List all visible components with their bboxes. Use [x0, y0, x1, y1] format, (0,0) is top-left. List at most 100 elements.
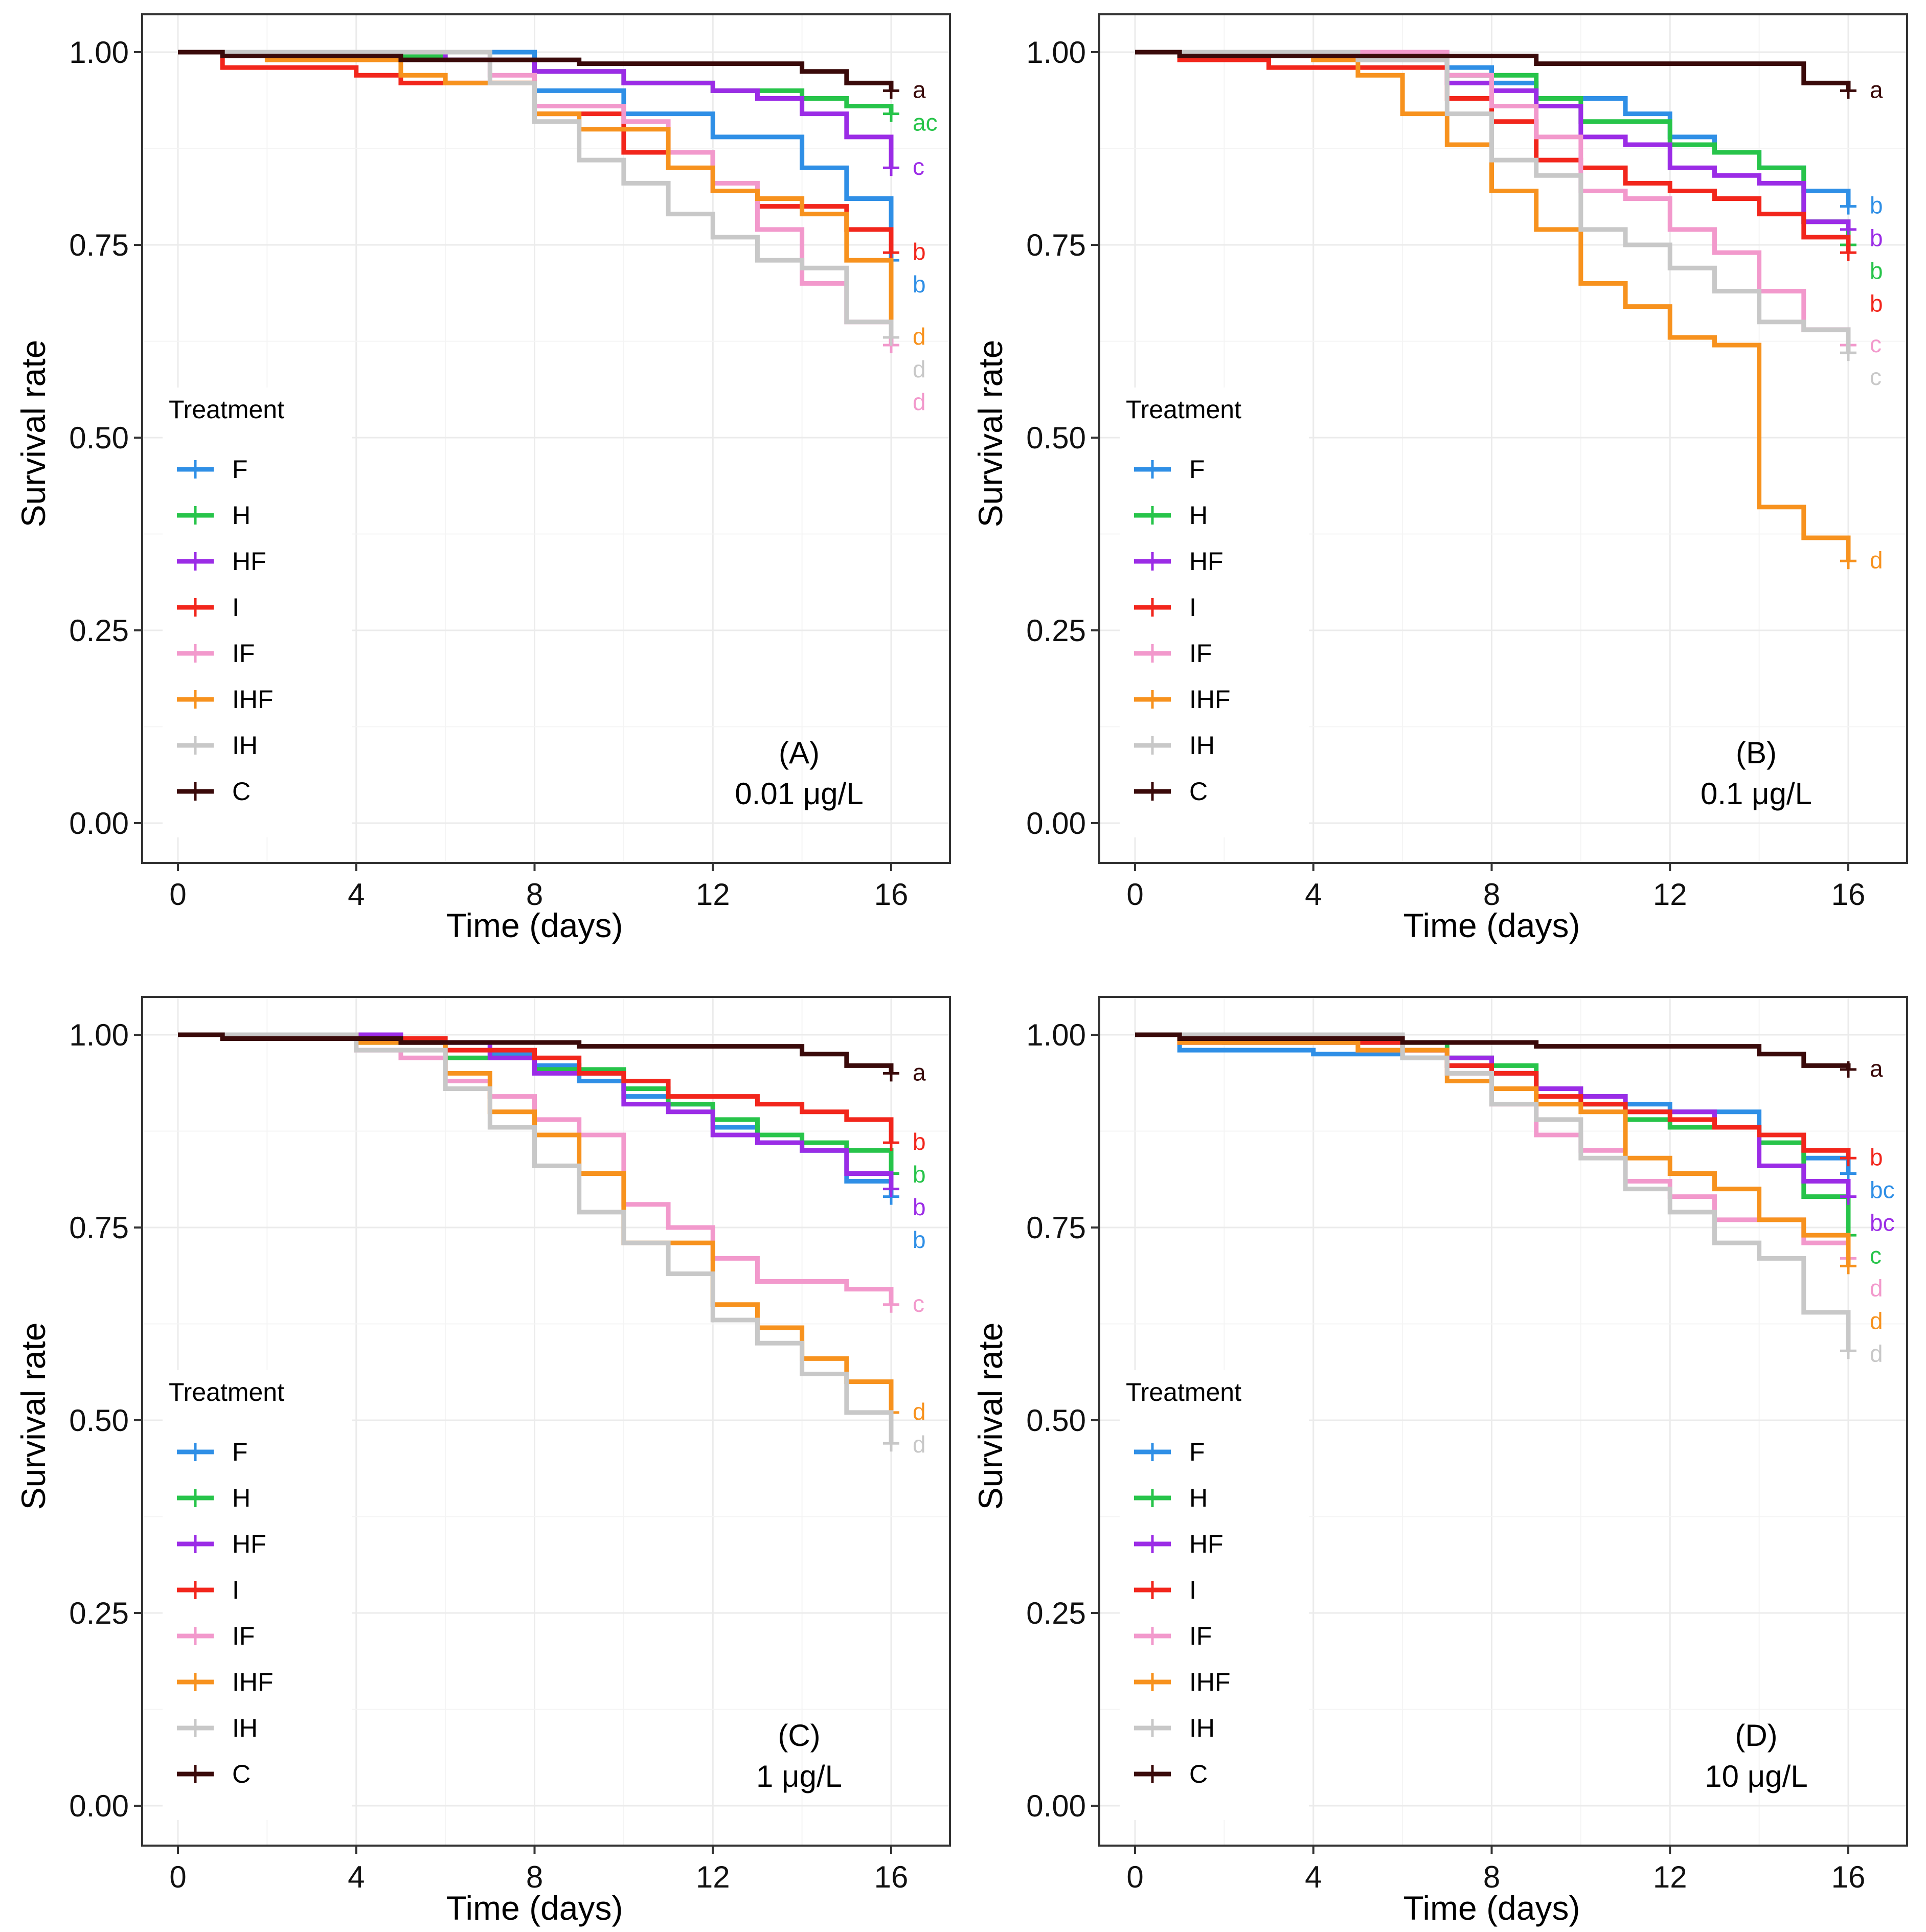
- survival-curve-ih: [1135, 50, 1851, 353]
- survival-curve-ih: [178, 1032, 894, 1444]
- significance-label: a: [913, 76, 926, 103]
- legend-label: F: [1189, 1438, 1205, 1466]
- censor-mark-c: [1840, 1061, 1856, 1078]
- legend-label: HF: [1189, 547, 1223, 576]
- x-tick-label: 4: [1305, 877, 1322, 912]
- legend-label: C: [1189, 777, 1208, 806]
- legend-background: [163, 388, 352, 837]
- significance-label: bc: [1870, 1209, 1895, 1236]
- censor-mark-ih: [1840, 1343, 1856, 1359]
- x-tick-label: 16: [874, 1860, 909, 1894]
- legend-label: HF: [232, 547, 266, 576]
- censor-mark-ih: [883, 329, 899, 346]
- significance-label: c: [1870, 1242, 1882, 1268]
- censor-mark-ihf: [1840, 1258, 1856, 1275]
- legend-label: F: [1189, 455, 1205, 484]
- legend-title: Treatment: [1126, 395, 1241, 424]
- y-tick-label: 0.25: [1026, 613, 1086, 648]
- legend-title: Treatment: [1126, 1378, 1241, 1406]
- y-tick-label: 0.25: [69, 1596, 129, 1630]
- y-tick-label: 0.50: [69, 421, 129, 455]
- significance-label: b: [913, 1128, 926, 1155]
- significance-label: bc: [1870, 1176, 1895, 1203]
- censor-mark-c: [883, 82, 899, 99]
- y-tick-label: 0.75: [69, 228, 129, 262]
- significance-label: b: [1870, 258, 1883, 284]
- concentration-label: 1 μg/L: [756, 1759, 842, 1793]
- x-tick-label: 12: [1653, 877, 1687, 912]
- significance-label: b: [1870, 290, 1883, 317]
- x-tick-label: 0: [169, 1860, 186, 1894]
- x-tick-label: 16: [874, 877, 909, 912]
- significance-label: c: [913, 153, 924, 180]
- censor-mark-hf: [883, 160, 899, 176]
- legend-label: IHF: [1189, 1668, 1231, 1696]
- x-tick-label: 0: [169, 877, 186, 912]
- y-tick-label: 0.00: [1026, 806, 1086, 840]
- y-tick-label: 0.50: [1026, 421, 1086, 455]
- legend-label: IH: [1189, 1714, 1215, 1742]
- y-axis-title: Survival rate: [14, 1323, 52, 1510]
- significance-label: d: [1870, 547, 1883, 573]
- x-tick-label: 12: [1653, 1860, 1687, 1894]
- survival-curve-c: [1135, 1032, 1851, 1070]
- x-tick-label: 16: [1831, 877, 1866, 912]
- x-tick-label: 12: [696, 877, 730, 912]
- censor-mark-ih: [1840, 345, 1856, 361]
- x-tick-label: 4: [1305, 1860, 1322, 1894]
- y-axis-title: Survival rate: [14, 340, 52, 528]
- significance-label: ac: [913, 109, 938, 135]
- legend-background: [1120, 1370, 1309, 1820]
- y-tick-label: 0.00: [69, 1789, 129, 1823]
- legend-label: IH: [232, 1714, 258, 1742]
- x-tick-label: 0: [1126, 1860, 1143, 1894]
- panel-tag: (C): [778, 1718, 820, 1753]
- concentration-label: 0.1 μg/L: [1701, 777, 1812, 811]
- panel-tag: (A): [779, 736, 820, 770]
- censor-mark-c: [883, 1065, 899, 1082]
- legend-label: F: [232, 455, 248, 484]
- significance-label: c: [1870, 363, 1882, 390]
- legend-label: H: [232, 501, 251, 530]
- x-tick-label: 8: [1483, 877, 1500, 912]
- legend-label: IHF: [232, 1668, 274, 1696]
- legend-label: H: [1189, 1484, 1208, 1512]
- survival-curve-ihf: [1135, 1032, 1851, 1266]
- y-axis-title: Survival rate: [971, 340, 1009, 528]
- significance-label: d: [1870, 1307, 1883, 1334]
- significance-label: b: [913, 238, 926, 265]
- censor-mark-i: [883, 1134, 899, 1151]
- survival-curve-c: [178, 1032, 894, 1074]
- significance-label: c: [1870, 331, 1882, 357]
- censor-mark-if: [883, 1296, 899, 1313]
- censor-mark-c: [1840, 82, 1856, 99]
- y-tick-label: 0.00: [1026, 1789, 1086, 1823]
- censor-mark-f: [1840, 198, 1856, 215]
- y-tick-label: 0.75: [1026, 228, 1086, 262]
- panel-tag: (D): [1735, 1718, 1777, 1753]
- legend-label: IF: [232, 1622, 255, 1650]
- censor-mark-ih: [883, 1435, 899, 1452]
- panel-tag: (B): [1736, 736, 1777, 770]
- significance-label: d: [913, 389, 926, 415]
- censor-mark-hf: [1840, 1188, 1856, 1205]
- legend-label: I: [232, 1576, 239, 1604]
- significance-label: b: [913, 1194, 926, 1220]
- x-tick-label: 16: [1831, 1860, 1866, 1894]
- significance-label: a: [913, 1059, 926, 1085]
- legend-background: [1120, 388, 1309, 837]
- survival-curve-ihf: [178, 50, 894, 337]
- censor-mark-hf: [883, 1180, 899, 1197]
- y-tick-label: 1.00: [69, 1018, 129, 1052]
- significance-label: c: [913, 1290, 924, 1317]
- significance-label: b: [1870, 225, 1883, 252]
- significance-label: d: [913, 1431, 926, 1458]
- significance-label: d: [1870, 1275, 1883, 1301]
- significance-label: b: [913, 1161, 926, 1188]
- legend-label: H: [232, 1484, 251, 1512]
- y-tick-label: 1.00: [69, 35, 129, 70]
- y-tick-label: 0.25: [69, 613, 129, 648]
- censor-mark-i: [1840, 1150, 1856, 1167]
